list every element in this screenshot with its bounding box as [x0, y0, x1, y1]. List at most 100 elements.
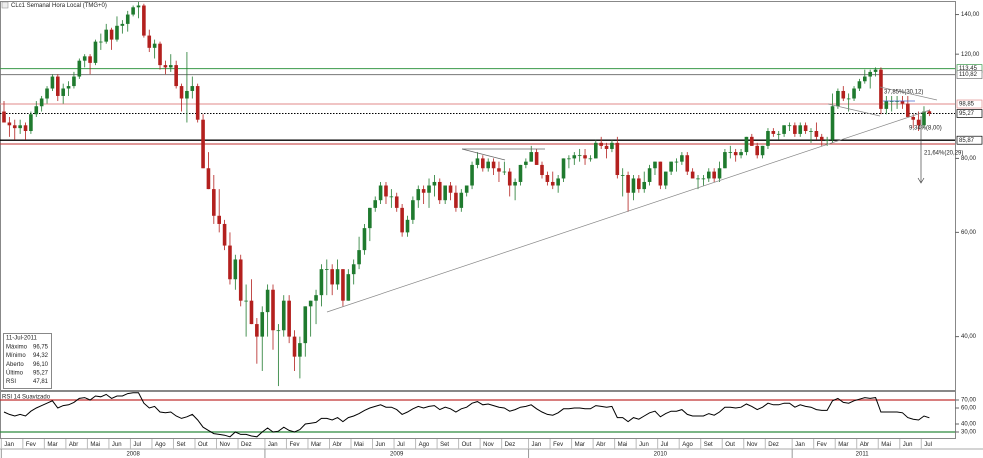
x-tick-label: Mai	[618, 442, 628, 448]
candle-body	[481, 158, 485, 169]
candle-body	[18, 125, 22, 129]
candle-body	[766, 131, 770, 146]
candle-body	[443, 185, 447, 201]
candle-body	[346, 274, 351, 301]
candle-body	[61, 88, 65, 96]
candle-body	[577, 155, 582, 157]
candle-body	[873, 69, 878, 72]
candle-body	[863, 76, 867, 82]
candle-body	[647, 168, 652, 182]
candle-body	[222, 223, 227, 246]
candle-body	[23, 125, 28, 132]
x-tick-label: Ago	[682, 442, 693, 448]
candle-body	[244, 300, 248, 302]
candle-body	[298, 343, 302, 357]
candle-body	[405, 219, 410, 233]
candle-body	[233, 259, 238, 280]
candle-body	[518, 164, 523, 182]
candle-body	[658, 161, 663, 186]
x-tick-label: Out	[198, 442, 208, 448]
candle-body	[868, 71, 872, 77]
candle-body	[739, 152, 743, 156]
candle-body	[803, 125, 808, 132]
candle-body	[852, 88, 856, 99]
candle-body	[588, 158, 593, 160]
candle-body	[416, 189, 421, 201]
info-value: 47,81	[33, 379, 49, 385]
candle-body	[550, 181, 555, 186]
trendlines	[326, 86, 938, 313]
trendline	[326, 109, 931, 313]
candle-body	[604, 145, 609, 149]
candle-body	[357, 250, 361, 265]
candle-body	[7, 122, 12, 126]
candle-body	[335, 269, 340, 285]
candle-body	[362, 228, 367, 251]
candle-body	[836, 90, 840, 107]
level-label-box	[956, 109, 983, 118]
candle-body	[400, 207, 404, 233]
candle-body	[927, 111, 932, 114]
candle-body	[319, 269, 324, 296]
menu-icon[interactable]	[1, 1, 9, 9]
info-value: 95,27	[33, 370, 49, 376]
candle-body	[916, 119, 921, 126]
rsi-title: RSI 14 Suavizado	[2, 395, 51, 401]
level-label-box	[956, 70, 983, 79]
candle-body	[384, 185, 388, 197]
candle-body	[491, 161, 496, 169]
candle-body	[88, 56, 92, 63]
x-tick-label: Fev	[553, 442, 563, 448]
candle-body	[93, 41, 98, 63]
candle-body	[249, 300, 254, 325]
y-tick-label: 40,00	[961, 334, 977, 340]
candle-body	[696, 178, 700, 180]
candle-body	[760, 145, 765, 156]
candle-body	[631, 178, 636, 193]
candle-body	[540, 164, 544, 176]
candle-body	[733, 152, 738, 156]
candle-body	[174, 65, 178, 87]
candle-body	[104, 29, 109, 42]
x-tick-label: Set	[704, 442, 713, 448]
x-tick-label: Dez	[241, 442, 252, 448]
x-tick-label: Fev	[817, 442, 827, 448]
annotation: 9,34%(8,00)	[909, 126, 942, 132]
info-label: Máximo	[6, 345, 28, 351]
candle-body	[728, 152, 733, 153]
x-tick-label: Dez	[768, 442, 779, 448]
candle-body	[653, 161, 657, 169]
x-tick-label: Ago	[155, 442, 166, 448]
candle-body	[712, 171, 716, 179]
candle-body	[195, 86, 200, 120]
candle-body	[486, 161, 490, 169]
trendline	[461, 148, 506, 161]
candle-body	[900, 101, 905, 104]
candle-body	[502, 171, 507, 173]
candle-body	[454, 192, 458, 208]
candle-body	[830, 106, 835, 140]
candle-body	[470, 164, 474, 186]
x-tick-label: Jun	[639, 442, 649, 448]
candle-body	[432, 181, 437, 186]
rsi-panel	[0, 391, 956, 439]
candle-body	[620, 175, 625, 176]
x-tick-label: Mar	[47, 442, 57, 448]
x-tick-label: Mar	[575, 442, 585, 448]
info-date: 11-Jul-2011	[6, 336, 37, 342]
candle-body	[464, 185, 469, 193]
arrow-head	[917, 177, 925, 184]
candle-body	[281, 300, 286, 331]
candle-body	[787, 125, 792, 127]
x-tick-label: Nov	[220, 442, 231, 448]
candle-body	[152, 43, 157, 48]
rsi-line	[3, 392, 930, 438]
x-tick-label: Jun	[112, 442, 122, 448]
info-label: Mínimo	[6, 353, 26, 359]
candle-body	[179, 86, 184, 99]
candle-body	[308, 300, 313, 307]
candle-body	[2, 111, 6, 123]
candle-body	[265, 289, 270, 313]
candle-body	[626, 175, 630, 193]
candle-body	[448, 185, 453, 193]
